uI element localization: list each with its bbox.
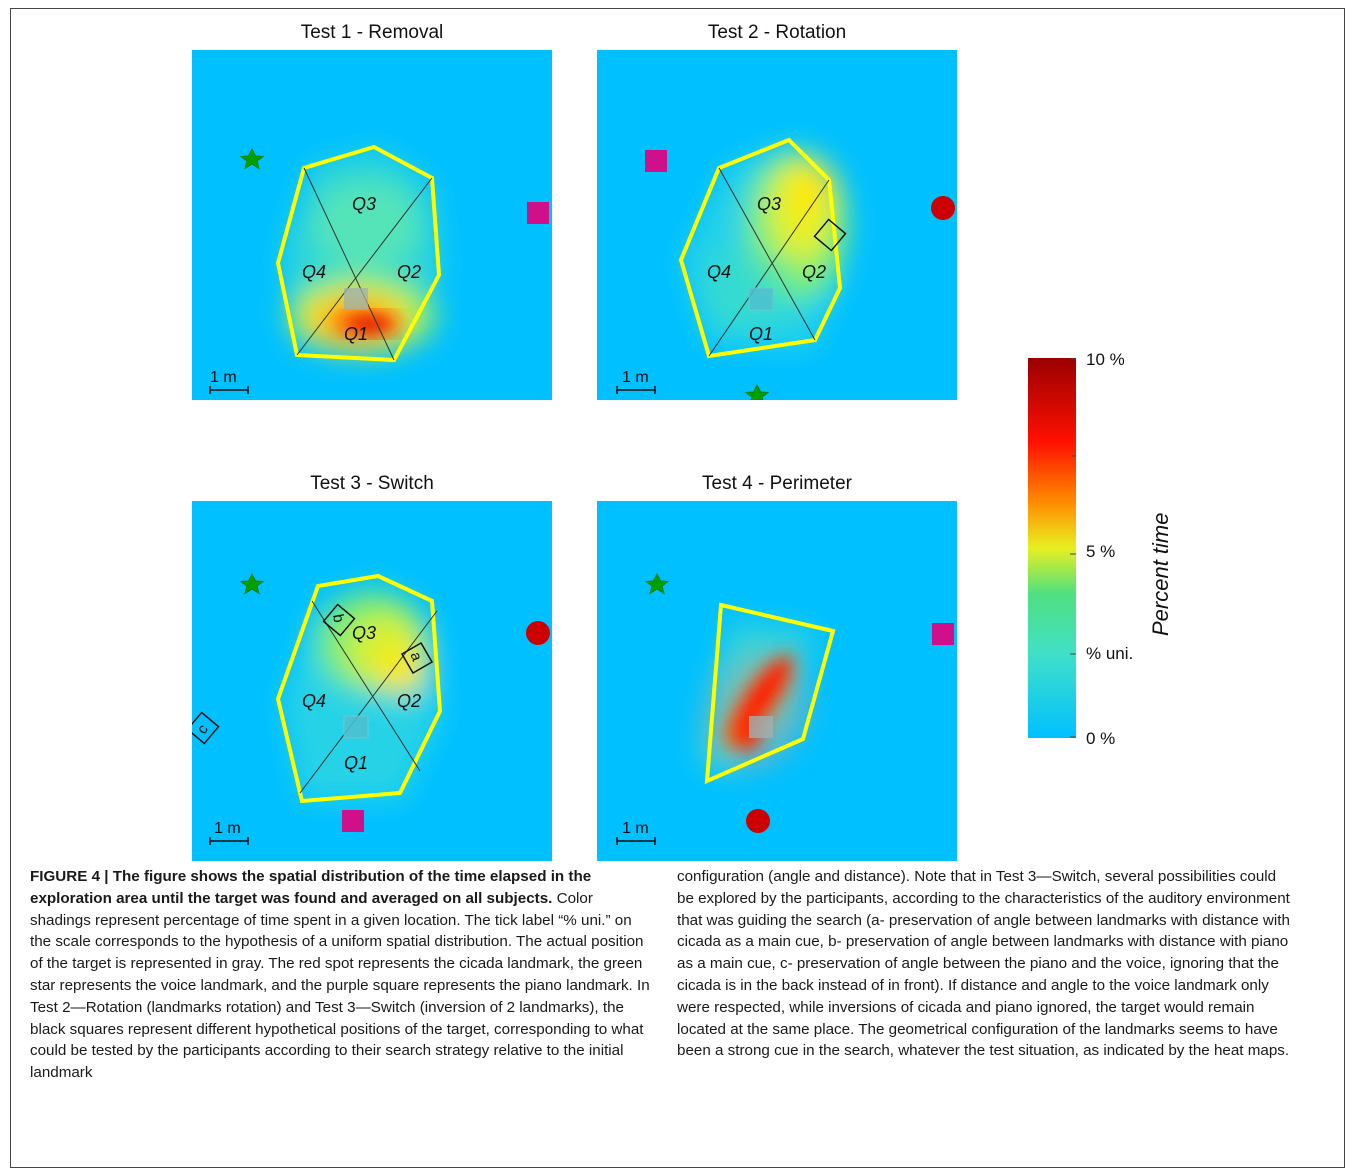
search-perimeter xyxy=(275,144,442,363)
scale-label: 1 m xyxy=(622,820,649,837)
piano-landmark-square xyxy=(932,623,954,645)
colorbar-gradient xyxy=(1028,358,1076,738)
quadrant-label: Q2 xyxy=(397,691,421,711)
quadrant-line xyxy=(708,179,830,357)
hypothetical-target-a xyxy=(400,641,434,675)
voice-landmark-star xyxy=(644,572,670,595)
caption-left-column: FIGURE 4 | The figure shows the spatial … xyxy=(30,866,650,1084)
quadrant-label: Q4 xyxy=(302,262,326,282)
cicada-landmark-spot xyxy=(526,621,550,645)
figure-frame xyxy=(10,8,1345,1168)
search-perimeter xyxy=(704,602,836,785)
quadrant-label: Q3 xyxy=(757,194,781,214)
search-perimeter xyxy=(678,137,843,359)
cicada-landmark-spot xyxy=(931,196,955,220)
quadrant-label: Q1 xyxy=(344,324,368,344)
target-position xyxy=(748,287,774,311)
panel-title: Test 1 - Removal xyxy=(300,22,444,43)
target-position xyxy=(749,716,773,738)
caption-right-column: configuration (angle and distance). Note… xyxy=(677,866,1297,1062)
heatmap-test4: 1 m xyxy=(597,501,957,861)
voice-landmark-star xyxy=(239,147,265,170)
search-perimeter xyxy=(275,573,443,804)
heatmap-test1: Q3 Q2 Q4 Q1 1 m xyxy=(192,50,552,400)
quadrant-label: Q4 xyxy=(302,691,326,711)
quadrant-label: Q1 xyxy=(344,753,368,773)
quadrant-line xyxy=(311,600,421,772)
piano-landmark-square xyxy=(527,202,549,224)
quadrant-line xyxy=(303,167,395,361)
caption-label: FIGURE 4 | The figure shows the spatial … xyxy=(30,868,592,907)
quadrant-label: Q2 xyxy=(802,262,826,282)
caption-body-left: Color shadings represent percentage of t… xyxy=(30,889,650,1082)
heatmap-test2: Q3 Q2 Q4 Q1 1 m xyxy=(597,50,957,400)
voice-landmark-star xyxy=(239,572,265,595)
hypothetical-target-square xyxy=(813,218,847,252)
quadrant-line xyxy=(299,610,438,794)
quadrant-line xyxy=(718,167,816,341)
hypothetical-target-b xyxy=(322,603,356,637)
quadrant-line xyxy=(296,177,433,356)
colorbar-tick-label: 5 % xyxy=(1086,542,1116,561)
scale-label: 1 m xyxy=(210,369,237,386)
colorbar-tick-label: 10 % xyxy=(1086,350,1125,369)
quadrant-label: Q1 xyxy=(749,324,773,344)
quadrant-label: Q3 xyxy=(352,623,376,643)
piano-landmark-square xyxy=(645,150,667,172)
cicada-landmark-spot xyxy=(746,809,770,833)
hypothetical-target-c xyxy=(192,711,220,745)
quadrant-label: Q2 xyxy=(397,262,421,282)
scale-label: 1 m xyxy=(622,369,649,386)
hypothetical-label-b: b xyxy=(329,613,347,624)
colorbar-axis-title: Percent time xyxy=(1148,512,1173,637)
panel-title: Test 3 - Switch xyxy=(310,473,434,494)
quadrant-label: Q3 xyxy=(352,194,376,214)
caption-body-right: configuration (angle and distance). Note… xyxy=(677,868,1290,1060)
piano-landmark-square xyxy=(342,810,364,832)
heatmap-test3: a b c Q3 Q2 Q4 Q1 1 m xyxy=(192,501,552,861)
target-position xyxy=(343,715,369,739)
colorbar xyxy=(1028,358,1076,738)
colorbar-tick-label: 0 % xyxy=(1086,729,1116,748)
colorbar-tick-label: % uni. xyxy=(1086,644,1134,663)
panel-title: Test 4 - Perimeter xyxy=(702,473,852,494)
panel-title: Test 2 - Rotation xyxy=(707,22,847,43)
scale-label: 1 m xyxy=(214,820,241,837)
voice-landmark-star xyxy=(744,383,770,400)
quadrant-label: Q4 xyxy=(707,262,731,282)
target-position xyxy=(344,288,368,310)
